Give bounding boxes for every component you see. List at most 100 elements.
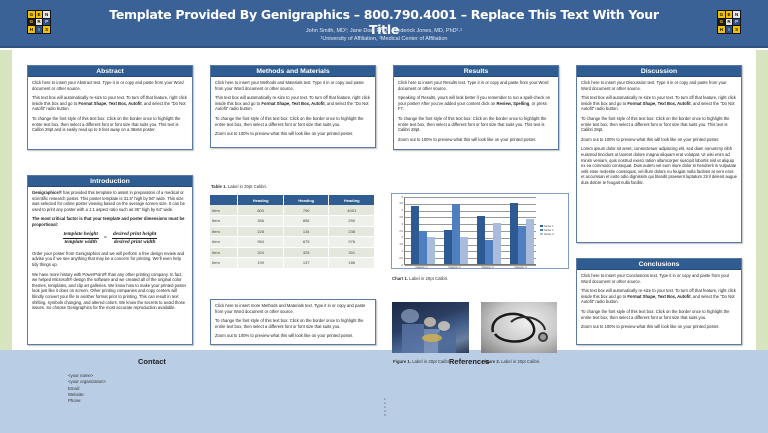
chart-bar: [411, 205, 419, 264]
discussion-body: Click here to insert your Discussion tex…: [581, 80, 737, 185]
chart-gridline: [405, 258, 536, 260]
x-axis-label: Category 2: [448, 266, 461, 269]
chart-gridline: [405, 237, 536, 239]
author-affiliations: ¹University of Affiliation, ²Medical Cen…: [320, 36, 448, 42]
chart-plot-area: 5 4.5 4 3.5 3 2.5 2 1.5 1 0.5 0 Category 1 Category …: [399, 196, 536, 269]
contact-heading: Contact: [138, 357, 166, 366]
poster-header: G E N G R P H I S Template Provided By G…: [0, 0, 768, 48]
y-axis-tick: 0.5: [399, 256, 403, 260]
table-row: Item 324 325 301: [210, 247, 375, 258]
results-body: Click here to insert your Results text. …: [398, 80, 551, 142]
x-axis-label: Category 4: [514, 266, 527, 269]
y-axis-tick: 2.5: [399, 229, 403, 233]
y-axis-tick: 2: [401, 236, 403, 240]
table-row: Item 356 856 290: [210, 215, 375, 227]
chart-gridline: [405, 224, 536, 226]
conclusions-body: Click here to insert your Conclusions te…: [581, 273, 736, 330]
contact-name: <your name>: [68, 373, 94, 378]
y-axis-tick: 4: [401, 209, 403, 213]
figure-1-surgery-photo[interactable]: [392, 302, 469, 353]
y-axis-tick: 4.5: [399, 202, 403, 206]
chart-bar: [485, 239, 493, 264]
poster-title[interactable]: Template Provided By Genigraphics – 800.…: [109, 7, 659, 37]
methods-box[interactable]: Methods and Materials Click here to inse…: [210, 65, 376, 148]
table-row: Item 954 875 976: [210, 236, 375, 248]
chart-bar: [419, 231, 427, 264]
figure-2-caption: Figure 2. Label in 20pt Calibri.: [482, 359, 541, 364]
chart-gridline: [405, 210, 536, 212]
conclusions-box[interactable]: Conclusions Click here to insert your Co…: [576, 258, 742, 345]
bar-chart[interactable]: 5 4.5 4 3.5 3 2.5 2 1.5 1 0.5 0 Category 1 Category …: [391, 193, 569, 269]
discussion-heading: Discussion: [577, 66, 741, 77]
discussion-box[interactable]: Discussion Click here to insert your Dis…: [576, 65, 742, 243]
chart-gridline: [405, 217, 536, 219]
chart-bar: [518, 225, 526, 264]
y-axis-tick: 3: [401, 222, 403, 226]
legend-item: Series 3: [540, 233, 554, 237]
footer-panel: [0, 350, 768, 433]
table-header-row: Heading Heading Heading: [210, 195, 375, 205]
contact-organization: <your organization>: [68, 379, 106, 385]
y-axis-tick: 1.5: [399, 243, 403, 247]
author-names: John Smith, MD¹; Jane Doe, PhD²; Frederi…: [305, 28, 463, 34]
chart-bar: [477, 216, 485, 264]
legend-swatch: [540, 225, 543, 228]
legend-item: Series 1: [540, 225, 554, 229]
contact-email: Email:: [68, 385, 80, 391]
x-axis-label: Category 3: [481, 266, 494, 269]
introduction-body: Genigraphics® has provided this template…: [32, 190, 187, 311]
chart-bar: [427, 236, 435, 264]
y-axis-tick: 1: [401, 249, 403, 253]
chart-bar: [452, 204, 460, 264]
surgery-scene-icon: [401, 309, 456, 353]
stethoscope-icon: [491, 312, 548, 343]
chart-gridline: [405, 197, 536, 198]
abstract-body: Click here to insert your Abstract text.…: [32, 80, 187, 133]
abstract-heading: Abstract: [28, 66, 192, 77]
figure-1-caption: Figure 1. Label in 20pt Calibri.: [393, 359, 452, 364]
introduction-heading: Introduction: [28, 176, 192, 187]
y-axis-tick: 5: [401, 195, 403, 199]
methods-more-body: Click here to insert more Methods and Ma…: [215, 303, 366, 339]
methods-more-box[interactable]: Click here to insert more Methods and Ma…: [210, 299, 376, 345]
table-caption: Table 1. Label in 20pt Calibri.: [211, 184, 268, 189]
legend-swatch: [540, 229, 543, 232]
references-heading: References: [449, 357, 490, 366]
chart-bar: [493, 223, 501, 264]
chart-bar: [460, 236, 468, 264]
conclusions-heading: Conclusions: [577, 259, 741, 270]
y-axis-tick: 3.5: [399, 215, 403, 219]
references-list[interactable]: 1. 2. 3. 4. 5.: [384, 397, 387, 417]
introduction-box[interactable]: Introduction Genigraphics® has provided …: [27, 175, 193, 345]
contact-phone: Phone:: [68, 398, 82, 404]
left-accent-bar: [0, 50, 12, 350]
poster-authors[interactable]: John Smith, MD¹; Jane Doe, PhD²; Frederi…: [100, 27, 668, 43]
chart-gridline: [405, 203, 536, 205]
figure-2-stethoscope-photo[interactable]: [481, 302, 557, 353]
table-row: Item 199 137 186: [210, 257, 375, 269]
contact-website: Website:: [68, 391, 85, 397]
abstract-box[interactable]: Abstract Click here to insert your Abstr…: [27, 65, 193, 150]
y-axis-tick: 0: [401, 263, 403, 267]
genigraphics-logo-right: G E N G R P H I S: [717, 10, 741, 34]
chart-bar: [526, 219, 534, 264]
chart-caption: Chart 1. Label in 20pt Calibri.: [392, 276, 449, 281]
results-heading: Results: [394, 66, 558, 77]
results-box[interactable]: Results Click here to insert your Result…: [393, 65, 559, 150]
table-row: Item 228 134 238: [210, 226, 375, 237]
methods-heading: Methods and Materials: [211, 66, 375, 77]
contact-info[interactable]: <your name> <your organization> Email: W…: [68, 373, 106, 404]
data-table: Heading Heading Heading Item 800 790 4001 I…: [210, 195, 375, 269]
table-row: Item 800 790 4001: [210, 205, 375, 216]
proportion-formula: template height template width = desired…: [62, 230, 158, 246]
methods-body: Click here to insert your Methods and Ma…: [215, 80, 370, 137]
legend-swatch: [540, 233, 543, 236]
chart-legend: Series 1 Series 2 Series 3: [540, 225, 554, 237]
genigraphics-logo-left: G E N G R P H I S: [27, 10, 51, 34]
right-accent-bar: [756, 50, 768, 350]
chart-bar: [510, 202, 518, 264]
x-axis-label: Category 1: [415, 266, 428, 269]
chart-gridline: [405, 231, 536, 232]
legend-item: Series 2: [540, 229, 554, 233]
chart-gridline: [405, 251, 536, 253]
